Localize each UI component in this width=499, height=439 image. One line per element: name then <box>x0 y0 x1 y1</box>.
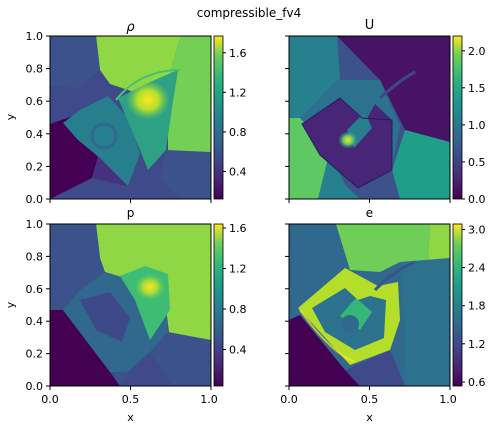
p-xtick-label: 1.0 <box>200 393 218 406</box>
e-colorbar-scale <box>452 223 463 387</box>
e-field <box>289 224 450 386</box>
e-title: e <box>366 206 373 220</box>
e-xtick-label: 1.0 <box>439 393 457 406</box>
p-xlabel: x <box>127 411 134 424</box>
e-colorbar-label: 1.2 <box>468 338 486 351</box>
e-colorbar-label: 3.0 <box>468 224 486 237</box>
p-ytick-label: 0.6 <box>26 283 44 296</box>
p-colorbar-label: 0.8 <box>229 303 247 316</box>
rho-colorbar-label: 1.2 <box>229 86 247 99</box>
p-ytick-label: 0.8 <box>26 250 44 263</box>
rho-ytick-label: 1.0 <box>26 30 44 43</box>
e-xticks: 0.0 0.5 1.0 <box>280 386 457 406</box>
p-yticks: 0.0 0.2 0.4 0.6 0.8 1.0 <box>26 218 50 393</box>
u-colorbar-label: 2.0 <box>468 45 486 58</box>
rho-yticks: 0.0 0.2 0.4 0.6 0.8 1.0 <box>26 30 50 206</box>
rho-colorbar: 0.4 0.8 1.2 1.6 <box>213 35 247 200</box>
p-ylabel: y <box>4 301 17 308</box>
p-field <box>50 224 211 386</box>
p-ytick-label: 0.2 <box>26 348 44 361</box>
p-colorbar-label: 1.6 <box>229 222 247 235</box>
u-title: U <box>365 18 375 33</box>
rho-ytick-label: 0.6 <box>26 95 44 108</box>
rho-title: ρ <box>126 20 135 35</box>
p-colorbar-scale <box>213 223 224 387</box>
u-colorbar-label: 0.0 <box>468 193 486 206</box>
e-colorbar-label: 1.8 <box>468 300 486 313</box>
rho-colorbar-label: 1.6 <box>229 47 247 60</box>
u-colorbar-label: 1.0 <box>468 119 486 132</box>
rho-ytick-label: 0.0 <box>26 193 44 206</box>
rho-ylabel: y <box>4 113 17 120</box>
e-xtick-label: 0.0 <box>280 393 298 406</box>
p-xticks: 0.0 0.5 1.0 <box>41 386 218 406</box>
u-colorbar-scale <box>452 35 463 200</box>
p-colorbar: 0.4 0.8 1.2 1.6 <box>213 222 247 387</box>
rho-colorbar-label: 0.8 <box>229 126 247 139</box>
rho-ytick-label: 0.2 <box>26 160 44 173</box>
panel-rho: ρ y 0.0 0.2 0.4 0.6 0.8 1.0 0.4 0.8 1.2 … <box>4 20 247 206</box>
u-field <box>289 36 450 199</box>
p-colorbar-label: 0.4 <box>229 344 247 357</box>
u-colorbar-label: 0.5 <box>468 156 486 169</box>
p-ytick-label: 0.0 <box>26 380 44 393</box>
u-yticks <box>285 35 289 200</box>
rho-ytick-label: 0.4 <box>26 128 44 141</box>
p-xtick-label: 0.0 <box>41 393 59 406</box>
p-ytick-label: 1.0 <box>26 218 44 231</box>
p-ytick-label: 0.4 <box>26 315 44 328</box>
u-colorbar: 0.0 0.5 1.0 1.5 2.0 <box>452 35 486 206</box>
u-colorbar-label: 1.5 <box>468 82 486 95</box>
e-colorbar-label: 0.6 <box>468 376 486 389</box>
rho-colorbar-label: 0.4 <box>229 165 247 178</box>
panel-e: e x 0.0 0.5 1.0 0.6 1.2 1.8 2.4 3.0 <box>280 206 485 424</box>
p-title: p <box>127 206 135 220</box>
rho-colorbar-scale <box>213 35 224 200</box>
p-xtick-label: 0.5 <box>122 393 140 406</box>
rho-ytick-label: 0.8 <box>26 63 44 76</box>
e-xtick-label: 0.5 <box>361 393 379 406</box>
panel-p: p y x 0.0 0.2 0.4 0.6 0.8 1.0 0.0 0.5 1.… <box>4 206 247 424</box>
rho-field <box>50 36 211 199</box>
u-xticks <box>288 199 451 203</box>
e-xlabel: x <box>366 411 373 424</box>
e-colorbar-label: 2.4 <box>468 262 486 275</box>
e-colorbar: 0.6 1.2 1.8 2.4 3.0 <box>452 223 486 389</box>
panel-u: U 0.0 0.5 1.0 1.5 2.0 <box>285 18 486 206</box>
figure-suptitle: compressible_fv4 <box>197 6 301 20</box>
e-yticks <box>285 223 289 387</box>
p-colorbar-label: 1.2 <box>229 263 247 276</box>
rho-xticks <box>49 199 212 203</box>
